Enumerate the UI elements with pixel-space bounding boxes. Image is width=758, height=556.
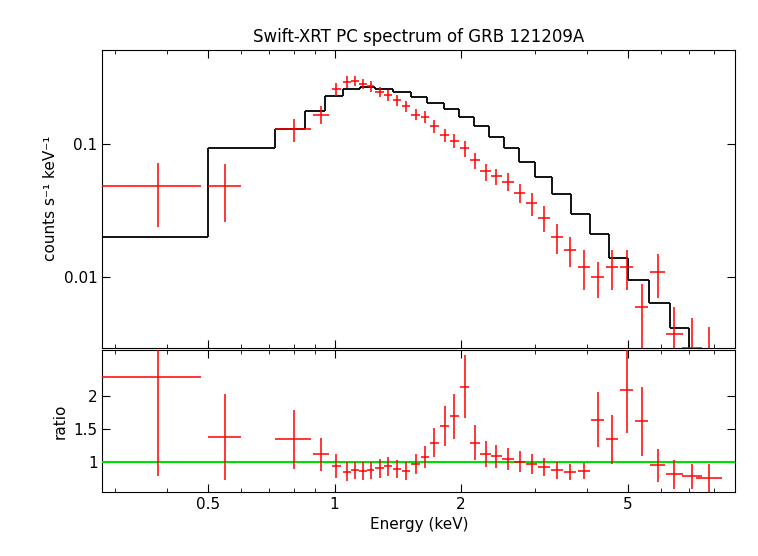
X-axis label: Energy (keV): Energy (keV)	[370, 518, 468, 533]
Title: Swift-XRT PC spectrum of GRB 121209A: Swift-XRT PC spectrum of GRB 121209A	[253, 28, 584, 46]
Y-axis label: counts s⁻¹ keV⁻¹: counts s⁻¹ keV⁻¹	[43, 136, 58, 261]
Y-axis label: ratio: ratio	[53, 404, 67, 439]
